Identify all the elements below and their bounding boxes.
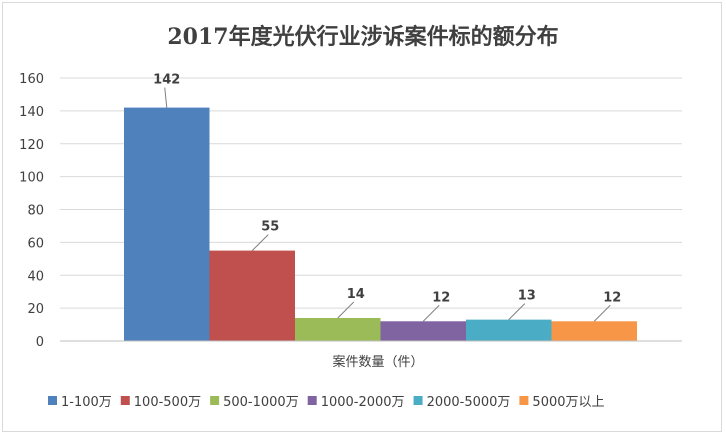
leader-line [164,87,168,108]
y-axis-ticks: 0 20 40 60 80 100 120 140 160 [19,72,44,350]
legend-label: 1000-2000万 [321,395,405,410]
legend: 1-100万 100-500万 500-1000万 1000-2000万 2000-50… [48,395,605,410]
y-tick-label: 160 [19,72,44,87]
bar-5 [466,319,552,341]
leader-line [593,304,611,322]
y-tick-label: 80 [27,204,44,219]
data-label: 13 [518,289,536,304]
y-tick-label: 20 [27,302,44,317]
bars [124,107,637,342]
data-labels: 142 55 14 12 13 12 [153,73,621,306]
legend-label: 5000万以上 [532,395,604,410]
data-label: 142 [153,73,180,88]
legend-item: 5000万以上 [519,395,605,410]
data-label: 55 [261,220,279,235]
legend-swatch [307,396,317,405]
legend-label: 1-100万 [61,395,112,410]
legend-label: 100-500万 [134,395,201,410]
bar-1 [124,107,210,342]
legend-label: 500-1000万 [223,395,299,410]
y-tick-label: 60 [27,236,44,251]
legend-item: 500-1000万 [210,395,299,410]
legend-item: 1000-2000万 [307,395,405,410]
legend-swatch [519,396,529,405]
legend-swatch [413,396,423,405]
bar-3 [295,317,381,341]
data-label: 12 [603,290,621,305]
y-tick-label: 120 [19,138,44,153]
legend-label: 2000-5000万 [427,395,511,410]
x-axis-label: 案件数量（件） [332,355,423,370]
bar-4 [380,321,466,341]
y-tick-label: 0 [36,335,44,350]
data-label: 14 [347,287,365,302]
chart-frame [2,2,722,432]
data-label-leaders [164,87,611,322]
bar-6 [551,321,637,341]
leader-line [251,234,269,251]
leader-line [508,303,526,320]
legend-item: 100-500万 [120,395,201,410]
data-label: 12 [432,290,450,305]
y-tick-label: 40 [27,269,44,284]
chart-title: 2017年度光伏行业涉诉案件标的额分布 [167,24,558,50]
legend-swatch [210,396,220,405]
legend-swatch [48,396,57,405]
legend-item: 1-100万 [48,395,112,410]
legend-item: 2000-5000万 [413,395,511,410]
y-tick-label: 100 [19,171,44,186]
bar-2 [209,250,295,341]
legend-swatch [120,396,130,405]
leader-line [337,301,355,319]
y-tick-label: 140 [19,105,44,120]
leader-line [422,304,440,322]
